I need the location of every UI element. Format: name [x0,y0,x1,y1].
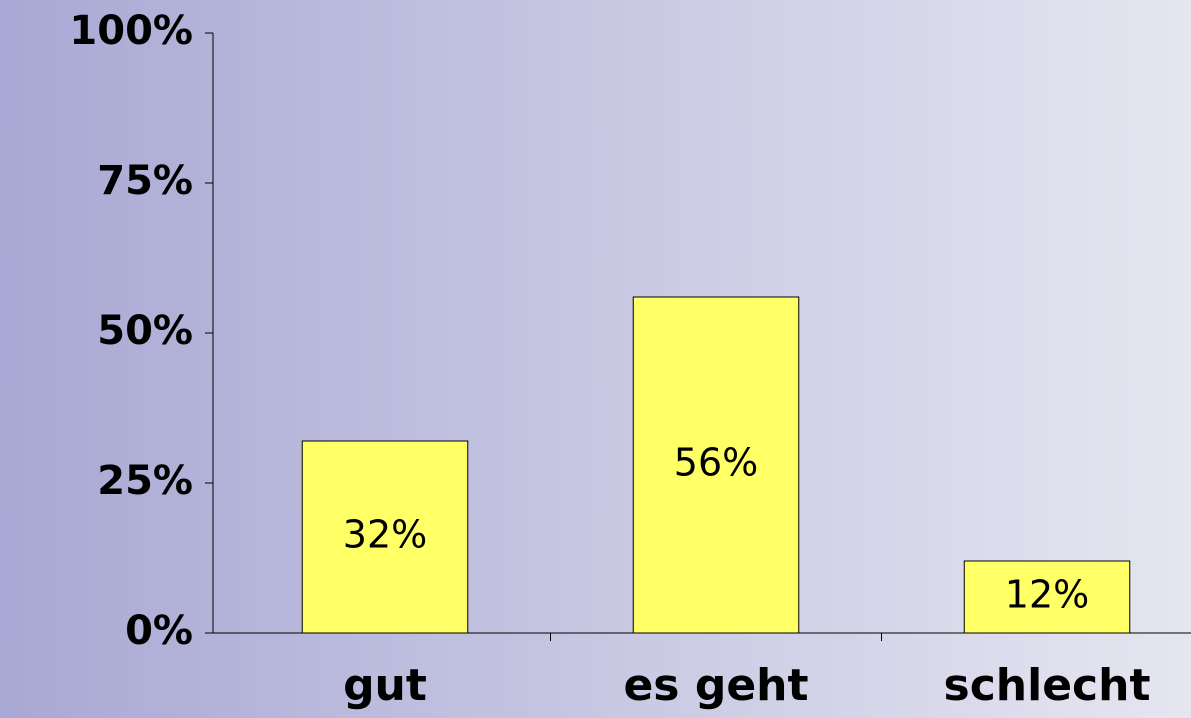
value-label: 56% [674,441,758,485]
y-tick-label: 0% [125,608,193,654]
x-tick-label: schlecht [944,660,1151,711]
y-tick-label: 50% [97,308,193,354]
bar [301,440,469,634]
bar [632,296,800,634]
x-tick-label: gut [343,660,427,711]
y-tick-label: 25% [97,458,193,504]
value-label: 12% [1005,573,1089,617]
x-tick-label: es geht [623,660,808,711]
y-tick-label: 100% [69,8,193,54]
value-label: 32% [343,513,427,557]
y-tick-label: 75% [97,158,193,204]
bar [963,560,1131,634]
